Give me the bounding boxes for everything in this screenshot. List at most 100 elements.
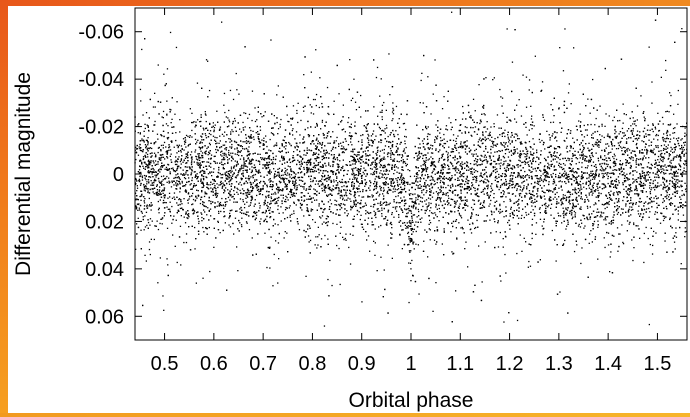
data-point: [459, 129, 461, 132]
data-point: [525, 241, 527, 243]
data-point: [620, 166, 622, 168]
data-point: [182, 185, 184, 187]
data-point: [538, 208, 541, 210]
data-point: [592, 176, 594, 178]
data-point: [382, 157, 384, 159]
data-point: [556, 220, 558, 222]
data-point: [285, 201, 287, 203]
data-point: [347, 144, 350, 146]
data-point: [465, 180, 467, 183]
data-point: [449, 185, 452, 187]
data-point: [671, 185, 674, 187]
data-point: [663, 157, 665, 160]
data-point: [501, 173, 504, 175]
data-point: [234, 126, 237, 128]
data-point: [531, 124, 533, 126]
data-point: [652, 180, 655, 182]
data-point: [479, 158, 481, 160]
data-point: [343, 194, 345, 197]
data-point: [587, 98, 589, 100]
data-point: [609, 172, 611, 175]
data-point: [426, 168, 428, 170]
data-point: [153, 143, 155, 145]
data-point: [496, 168, 498, 170]
data-point: [376, 164, 378, 166]
data-point: [137, 209, 139, 211]
data-point: [303, 183, 305, 185]
data-point: [559, 172, 561, 174]
data-point: [135, 183, 137, 185]
data-point: [605, 216, 607, 218]
data-point: [618, 169, 620, 171]
data-point: [213, 130, 215, 133]
data-point: [358, 195, 360, 197]
data-point: [643, 177, 645, 179]
data-point: [200, 157, 202, 159]
data-point: [258, 169, 260, 171]
data-point: [274, 163, 276, 165]
data-point: [384, 158, 386, 160]
data-point: [493, 211, 495, 213]
data-point: [625, 141, 628, 143]
data-point: [224, 131, 226, 133]
data-point: [563, 172, 565, 174]
data-point: [338, 165, 340, 168]
data-point: [339, 197, 342, 199]
data-point: [190, 188, 192, 190]
data-point: [390, 183, 392, 185]
data-point: [289, 143, 291, 145]
data-point: [489, 139, 491, 141]
data-point: [511, 140, 513, 142]
data-point: [605, 143, 607, 145]
data-point: [377, 191, 379, 193]
data-point: [509, 175, 511, 177]
data-point: [354, 121, 356, 123]
data-point: [246, 222, 248, 224]
data-point: [583, 218, 586, 220]
data-point: [651, 150, 653, 152]
data-point: [159, 186, 161, 188]
data-point: [618, 180, 620, 182]
data-point: [165, 123, 168, 125]
data-point: [397, 167, 399, 169]
data-point: [529, 197, 531, 199]
data-point: [519, 195, 521, 197]
data-point: [452, 139, 455, 142]
data-point: [299, 172, 302, 174]
data-point: [283, 237, 285, 239]
data-point: [625, 159, 627, 161]
data-point: [640, 201, 643, 203]
data-point: [631, 239, 633, 241]
data-point: [591, 170, 594, 172]
data-point: [646, 196, 648, 198]
data-point: [561, 202, 563, 205]
data-point: [684, 188, 687, 190]
data-point: [394, 169, 396, 171]
data-point: [591, 194, 593, 196]
data-point: [418, 187, 421, 189]
data-point: [176, 160, 178, 162]
data-point: [161, 223, 163, 225]
data-point: [623, 188, 625, 190]
data-point: [450, 231, 452, 233]
data-point: [375, 187, 377, 190]
data-point: [341, 167, 344, 169]
data-point: [647, 124, 649, 126]
data-point: [621, 224, 623, 226]
data-point: [561, 222, 563, 224]
data-point: [665, 166, 667, 168]
data-point: [672, 182, 674, 184]
data-point: [503, 182, 505, 184]
data-point: [673, 186, 675, 188]
data-point: [590, 123, 592, 126]
data-point: [272, 285, 274, 287]
data-point: [139, 184, 142, 186]
data-point: [659, 222, 662, 224]
data-point: [181, 182, 183, 184]
data-point: [194, 138, 197, 141]
data-point: [347, 197, 349, 199]
data-point: [228, 119, 230, 121]
data-point: [153, 169, 155, 171]
data-point: [170, 167, 173, 170]
data-point: [268, 179, 270, 181]
